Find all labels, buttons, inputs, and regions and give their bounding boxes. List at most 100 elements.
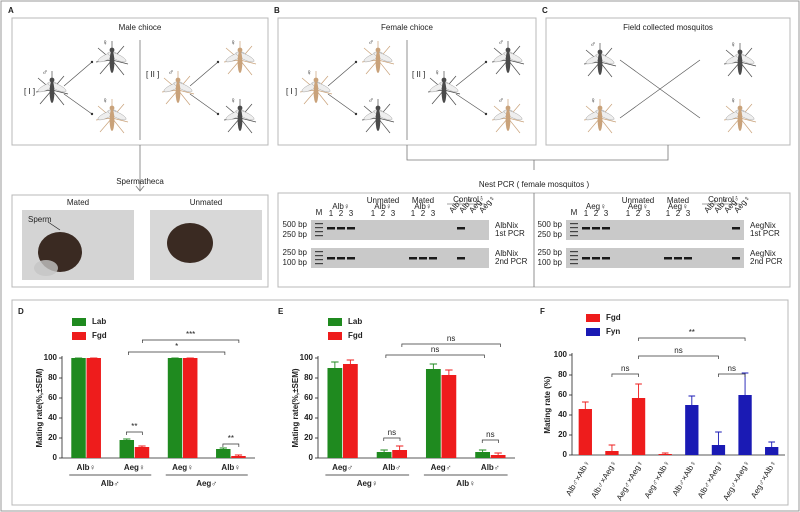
mosquito [35,71,69,106]
mosquito [161,71,195,106]
arrow [327,93,357,115]
bar [425,369,441,458]
arrow-head [90,112,94,116]
significance-label: ns [674,346,682,355]
significance-label: * [175,342,178,351]
roman-label: [ II ] [146,70,159,79]
leg [239,59,257,65]
body [313,81,319,103]
lane-number: 2 [594,209,599,218]
gel-row-label: AegNix [750,249,776,258]
y-tick-label: 0 [309,453,314,462]
lane-number: 3 [604,209,609,218]
legend-swatch [586,314,600,322]
legend-swatch [328,332,342,340]
sex-symbol: ♀ [434,68,440,77]
error-bar [138,445,146,447]
error-bar [123,438,131,440]
head [737,105,743,111]
y-tick-label: 20 [48,433,57,442]
error-bar [635,383,642,398]
bar [475,452,491,458]
y-tick-label: 60 [558,390,567,399]
bar [765,447,779,455]
significance-label: ** [131,422,137,431]
section-title: Spermatheca [116,177,164,186]
photo-label: Mated [67,198,89,207]
mosquito [491,99,525,134]
ladder-band [570,231,578,233]
error-bar [380,449,388,452]
lane-number: 2 [421,209,426,218]
head [505,105,511,111]
arrow-head [484,60,488,64]
sex-symbol: ♀ [230,96,236,105]
x-tick-label: Alb♂ [481,463,500,472]
mosquito [491,41,525,76]
bar [490,455,506,458]
ladder-band [570,255,578,257]
sex-symbol: ♀ [730,40,736,49]
leg [739,117,757,123]
error-bar [478,449,487,452]
x-tick-label: Aeg♂ [431,463,452,472]
y-tick-label: 40 [304,413,313,422]
significance-bracket [383,437,401,441]
mosquito [723,99,757,134]
significance-label: ns [486,430,494,439]
y-axis-label: Mating rate(%,±SEM) [35,368,44,447]
sex-symbol: ♂ [498,96,504,105]
lane-number: 1 [371,209,376,218]
significance-bracket [128,351,226,355]
bar [578,409,592,455]
head [109,47,115,53]
section-title: Nest PCR ( female mosquitos ) [479,180,590,189]
lane-number: 3 [686,209,691,218]
legend-swatch [586,328,600,336]
gel-group-label: Mated [412,196,434,205]
body [175,81,181,103]
head [737,49,743,55]
ladder-band [315,255,323,257]
gel-band [337,257,345,260]
size-label: 250 bp [538,248,563,257]
bar [119,440,135,458]
x-tick-label: Alb♂ [382,463,401,472]
roman-label: [ II ] [412,70,425,79]
lane-number: 1 [666,209,671,218]
ladder-band [570,259,578,261]
significance-label: ns [388,428,396,437]
sex-symbol: ♂ [42,68,48,77]
significance-label: ns [621,364,629,373]
bar [167,358,183,458]
y-tick-label: 80 [304,373,313,382]
legend-label: Lab [348,317,362,326]
legend-label: Fgd [92,331,107,340]
gel-group-label: Alb♀ [332,202,350,211]
gel-band [732,257,740,260]
y-tick-label: 0 [563,450,568,459]
panel-letter: E [278,307,284,316]
lane-number: 2 [676,209,681,218]
gel-band [732,227,740,230]
sex-symbol: ♂ [590,40,596,49]
leg [111,59,129,65]
arrow-head [354,112,358,116]
head [49,77,55,83]
gel-row-label: AlbNix [495,249,518,258]
bar [605,451,619,455]
significance-bracket [142,339,240,343]
lane-number: 1 [626,209,631,218]
panel-title: Field collected mosquitos [623,23,713,32]
ladder-band [315,235,323,237]
group-label: Alb♀ [456,479,475,488]
ladder-band [315,251,323,253]
size-label: 100 bp [283,258,308,267]
significance-bracket [222,443,240,447]
gel-band [582,227,590,230]
head [375,105,381,111]
error-bar [331,361,339,368]
significance-label: ns [447,334,455,343]
error-bar [688,395,696,405]
ladder-band [315,231,323,233]
